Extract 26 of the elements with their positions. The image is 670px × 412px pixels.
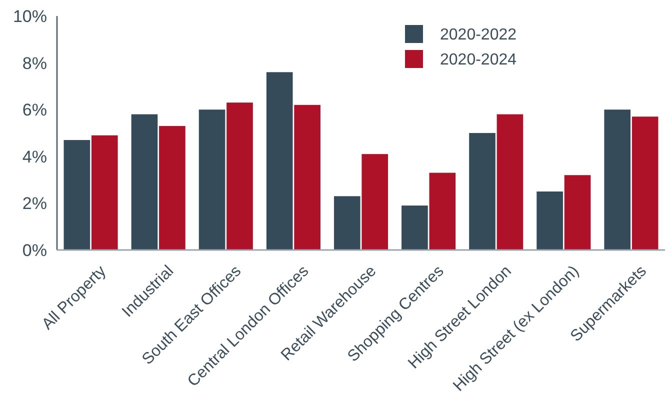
y-tick-label: 8% xyxy=(22,54,47,73)
y-tick-label: 4% xyxy=(22,147,47,166)
bar xyxy=(362,154,388,250)
y-tick-label: 10% xyxy=(12,6,47,26)
bar xyxy=(632,116,658,250)
bar xyxy=(429,172,456,250)
bar xyxy=(64,140,90,250)
bar xyxy=(402,206,428,250)
bar xyxy=(294,104,320,250)
bar xyxy=(564,175,591,250)
y-tick-label: 0% xyxy=(22,240,47,260)
bar xyxy=(159,126,186,250)
bar xyxy=(266,72,293,250)
legend-label: 2020-2022 xyxy=(440,26,517,44)
bar xyxy=(334,196,360,250)
bar xyxy=(604,110,631,250)
bar xyxy=(536,192,563,250)
bar xyxy=(131,114,158,250)
legend-label: 2020-2024 xyxy=(440,52,517,69)
bar xyxy=(198,110,226,250)
y-tick-label: 2% xyxy=(22,194,47,214)
bar xyxy=(469,133,496,250)
bar xyxy=(226,102,253,250)
bar xyxy=(496,114,524,250)
bar xyxy=(91,135,118,250)
y-tick-label: 6% xyxy=(22,100,47,120)
